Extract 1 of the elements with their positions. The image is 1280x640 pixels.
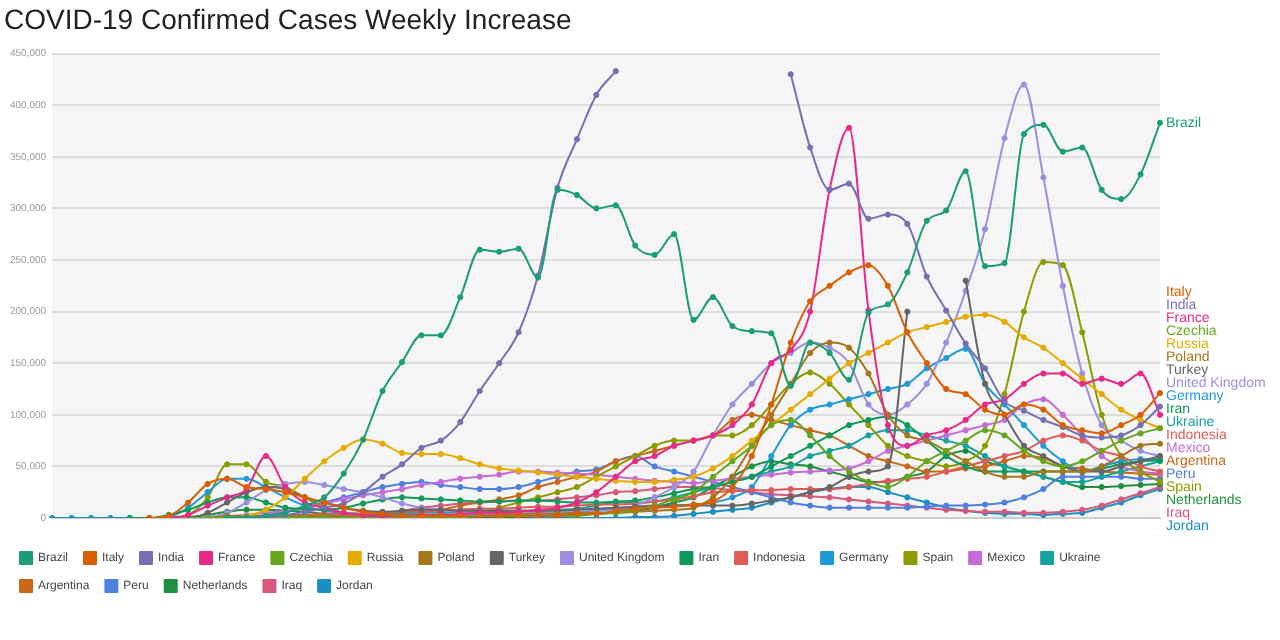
chart-title: COVID-19 Confirmed Cases Weekly Increase xyxy=(4,2,572,35)
